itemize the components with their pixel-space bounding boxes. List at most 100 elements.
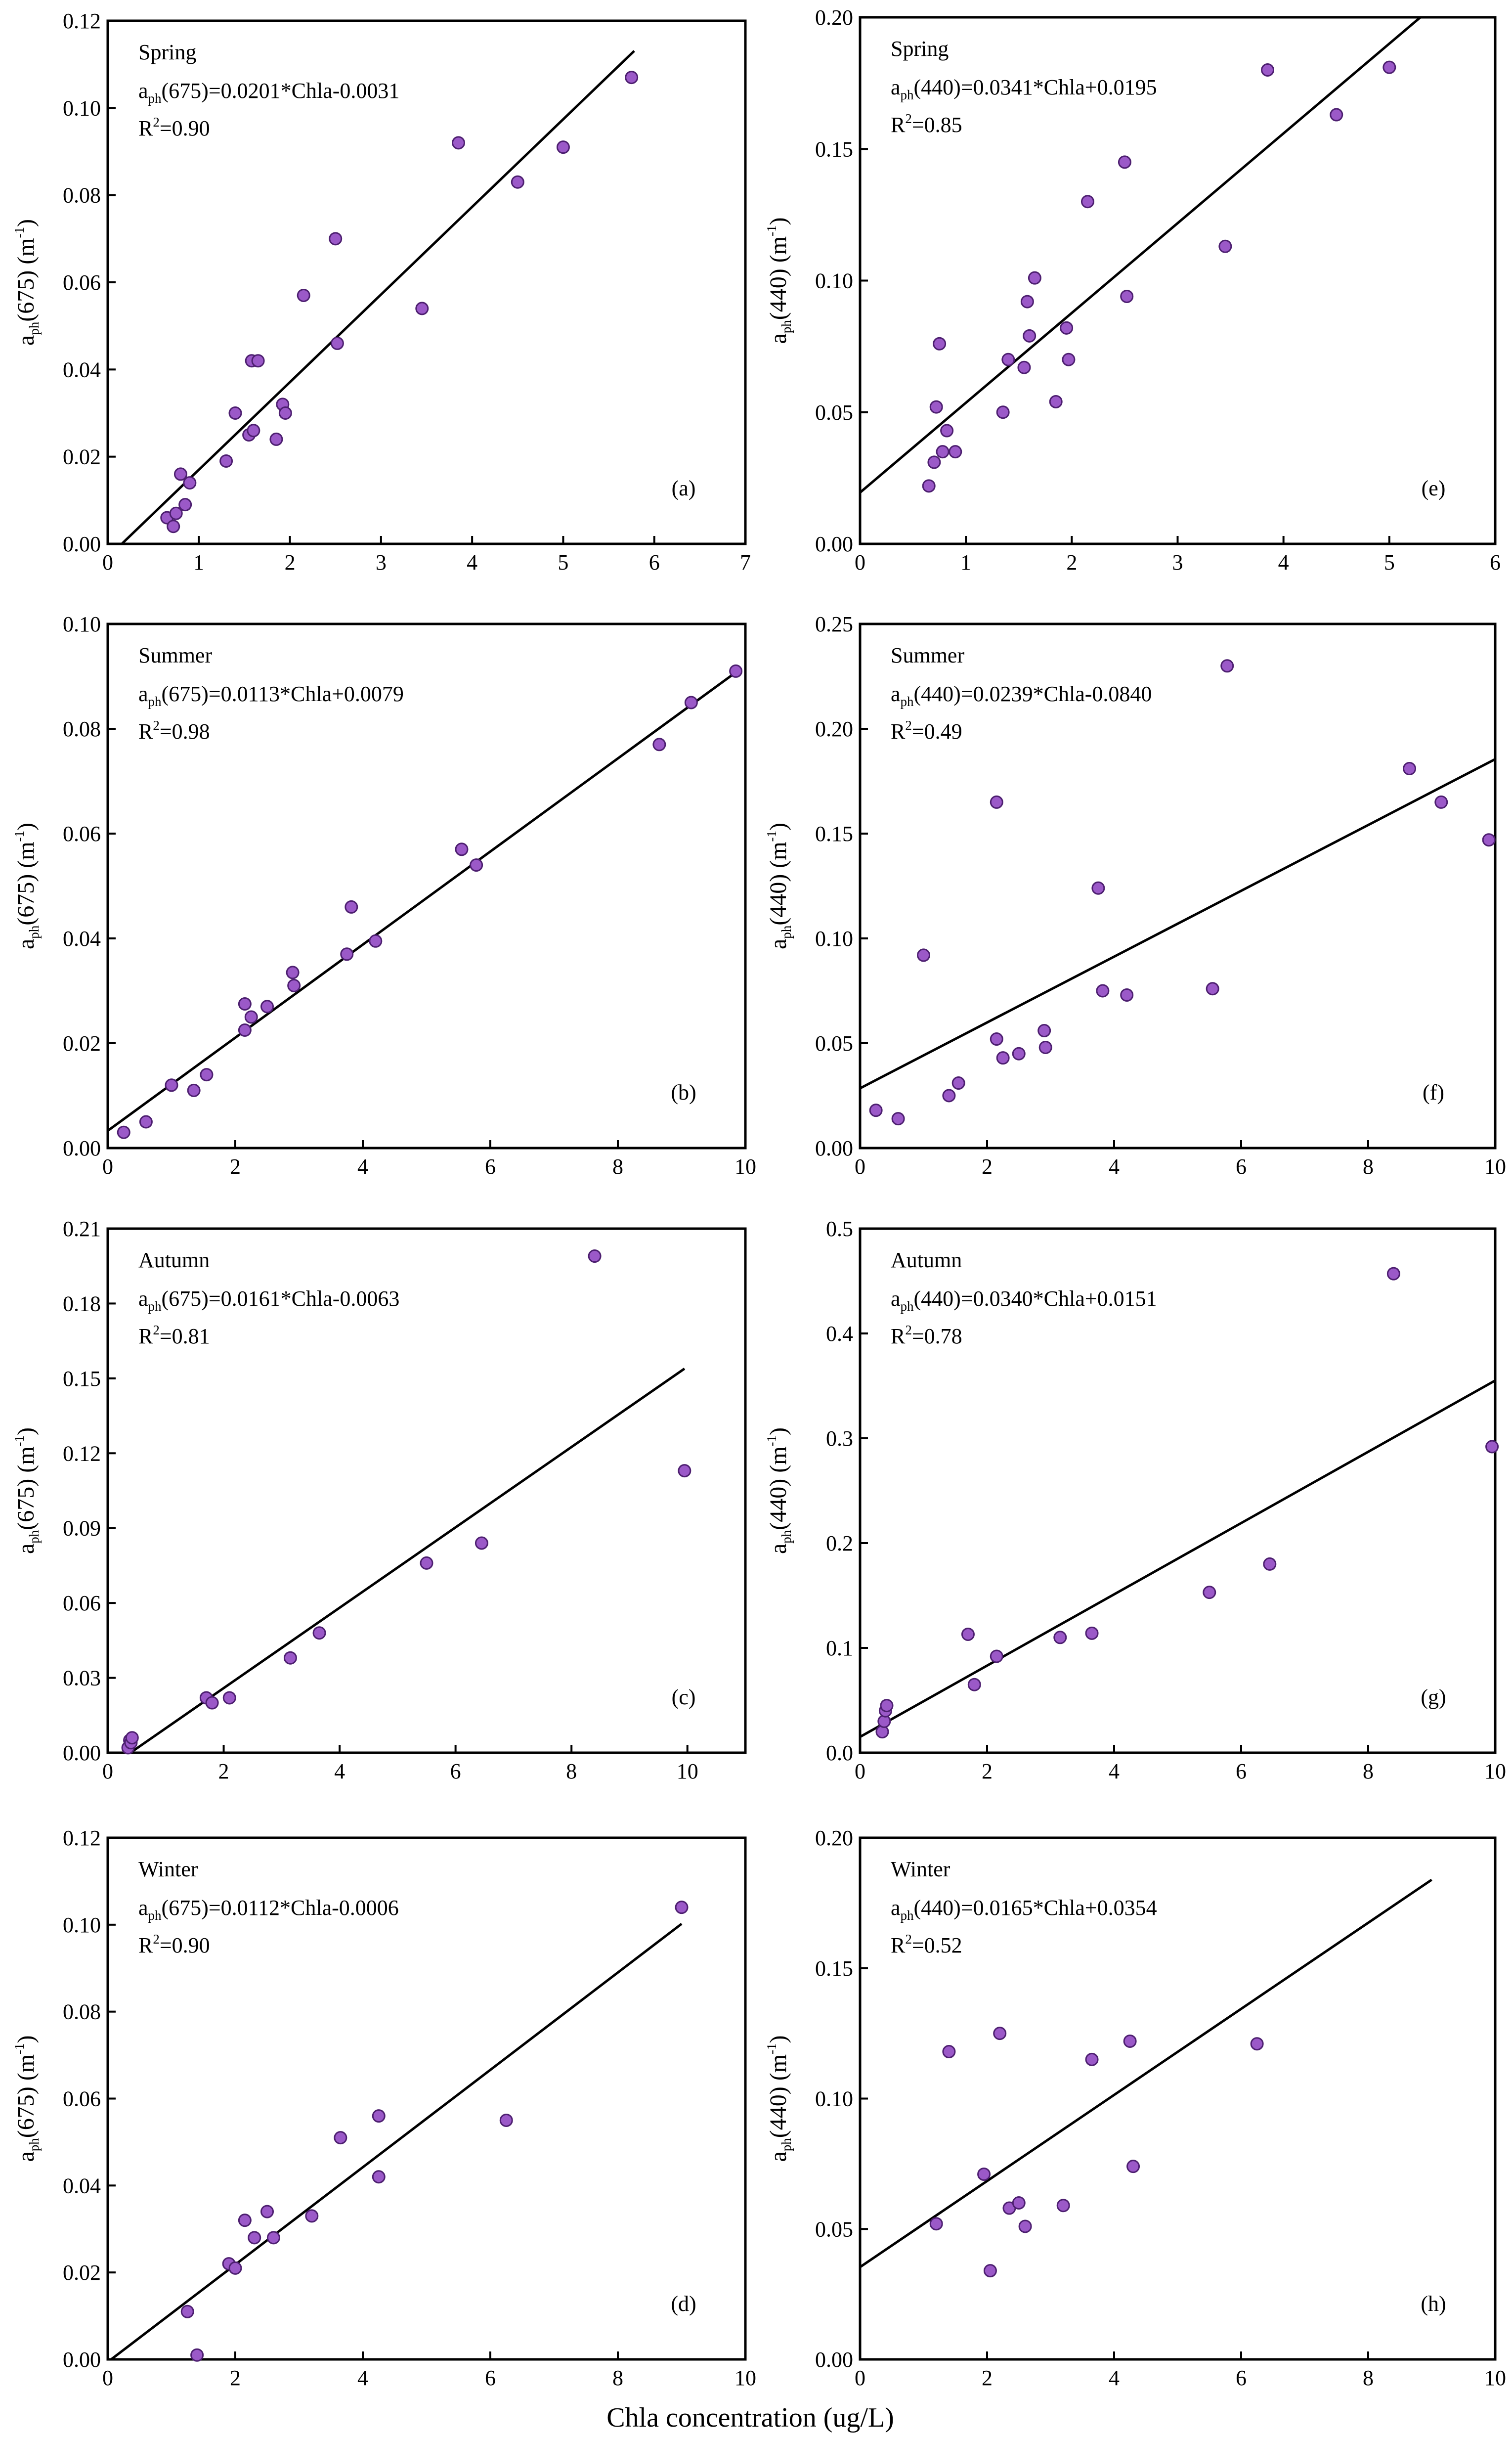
data-point <box>1120 988 1134 1002</box>
r-squared: R2=0.81 <box>138 1323 210 1348</box>
data-point <box>1206 982 1219 996</box>
y-axis-title: aph(440) (m-1) <box>764 823 794 949</box>
y-tick-label: 0.20 <box>815 1826 853 1850</box>
y-tick-label: 0.20 <box>815 5 853 30</box>
y-tick-label: 0.04 <box>63 927 101 951</box>
data-point <box>922 479 936 493</box>
data-point <box>652 738 666 752</box>
y-tick-label: 0.2 <box>826 1531 853 1555</box>
data-point <box>936 445 950 459</box>
y-tick-label: 0.15 <box>815 1956 853 1981</box>
data-point <box>1403 762 1417 776</box>
y-tick-label: 0.1 <box>826 1636 853 1660</box>
y-tick-label: 0.10 <box>63 1913 101 1937</box>
y-tick-label: 0.00 <box>63 1136 101 1160</box>
x-tick-label: 1 <box>960 550 971 575</box>
data-point <box>169 506 183 520</box>
data-point <box>1126 2160 1140 2173</box>
x-tick-label: 4 <box>334 1759 345 1783</box>
chart-panel-b: 0 2 4 6 8 10 0.00 0.02 0.04 0.06 0.08 0.10 Summer aph… <box>12 612 756 1179</box>
chart-panel-e: 0 1 2 3 4 5 6 0.00 0.05 0.10 0.15 0.20 Spring aph(440… <box>764 5 1501 575</box>
y-tick-label: 0.00 <box>815 1136 853 1160</box>
data-point <box>927 455 941 469</box>
x-tick-label: 2 <box>982 1759 993 1783</box>
x-tick-label: 8 <box>1363 1759 1374 1783</box>
data-point <box>1012 1047 1026 1061</box>
chart-panel-g: 0 2 4 6 8 10 0.0 0.1 0.2 0.3 0.4 0.5 Autumn aph(440)=… <box>764 1217 1506 1783</box>
x-tick-label: 0 <box>855 550 865 575</box>
x-tick-label: 8 <box>1363 1154 1374 1179</box>
y-tick-label: 0.09 <box>63 1516 101 1541</box>
data-point <box>165 1078 178 1092</box>
x-tick-label: 10 <box>1484 1154 1506 1179</box>
regression-equation: aph(675)=0.0113*Chla+0.0079 <box>138 682 404 709</box>
season-label: Winter <box>138 1857 198 1881</box>
data-point <box>1023 329 1037 343</box>
panel-label: (f) <box>1423 1080 1444 1105</box>
y-axis-title: aph(440) (m-1) <box>764 217 794 344</box>
data-point <box>993 2027 1007 2040</box>
x-tick-label: 10 <box>1484 1759 1506 1783</box>
data-point <box>588 1249 602 1263</box>
data-point <box>929 2217 943 2231</box>
data-point <box>1091 881 1105 895</box>
regression-equation: aph(440)=0.0341*Chla+0.0195 <box>891 75 1157 102</box>
x-tick-label: 10 <box>734 2366 756 2390</box>
data-point <box>891 1112 905 1126</box>
data-point <box>1001 353 1015 366</box>
data-point <box>1037 1024 1051 1038</box>
data-point <box>1120 289 1134 303</box>
data-point <box>1482 833 1496 847</box>
y-tick-label: 0.00 <box>63 1741 101 1765</box>
x-tick-label: 8 <box>612 1154 623 1179</box>
regression-equation: aph(675)=0.0161*Chla-0.0063 <box>138 1286 399 1314</box>
x-tick-label: 10 <box>677 1759 698 1783</box>
plot-frame <box>859 1227 1497 1754</box>
y-tick-label: 0.02 <box>63 1031 101 1056</box>
data-point <box>475 1536 488 1550</box>
y-tick-label: 0.0 <box>826 1741 853 1765</box>
regression-line <box>859 1379 1496 1738</box>
x-tick-label: 6 <box>450 1759 461 1783</box>
plot-frame <box>106 622 747 1150</box>
data-point <box>1020 295 1034 309</box>
data-point <box>286 966 300 979</box>
y-tick-label: 0.10 <box>63 96 101 120</box>
data-point <box>1250 2037 1264 2051</box>
data-point <box>219 454 233 468</box>
x-tick-label: 0 <box>855 1759 865 1783</box>
data-point <box>996 405 1010 419</box>
panel-label: (g) <box>1421 1685 1446 1709</box>
season-label: Spring <box>891 37 949 61</box>
data-point <box>996 1051 1010 1065</box>
y-tick-label: 0.15 <box>63 1367 101 1391</box>
y-tick-label: 0.05 <box>815 1031 853 1056</box>
x-tick-label: 6 <box>485 1154 496 1179</box>
regression-line <box>859 1878 1432 2268</box>
y-tick-label: 0.08 <box>63 2000 101 2024</box>
data-point <box>312 1626 326 1640</box>
data-point <box>1434 795 1448 809</box>
data-point <box>1038 1040 1052 1054</box>
data-point <box>684 696 698 709</box>
y-axis-title: aph(675) (m-1) <box>12 219 42 346</box>
season-label: Autumn <box>891 1248 962 1272</box>
panel-label: (b) <box>671 1080 696 1105</box>
data-point <box>1386 1267 1400 1281</box>
data-point <box>869 1104 883 1117</box>
y-tick-label: 0.15 <box>815 137 853 161</box>
y-tick-label: 0.08 <box>63 183 101 208</box>
chart-panel-a: 0 1 2 3 4 5 6 7 0.00 0.02 0.04 0.06 0.08 0.10 0.12 Spri… <box>12 9 751 575</box>
x-tick-label: 4 <box>357 1154 368 1179</box>
regression-line <box>107 669 740 1132</box>
data-point <box>455 842 469 856</box>
chart-panel-h: 0 2 4 6 8 10 0.00 0.05 0.10 0.15 0.20 Winter aph(440… <box>764 1826 1506 2390</box>
y-axis-title: aph(675) (m-1) <box>12 1427 42 1554</box>
y-tick-label: 0.04 <box>63 2173 101 2198</box>
y-tick-label: 0.18 <box>63 1291 101 1316</box>
y-tick-label: 0.12 <box>63 9 101 33</box>
y-tick-label: 0.5 <box>826 1217 853 1241</box>
data-point <box>238 997 252 1011</box>
data-point <box>1049 395 1063 408</box>
